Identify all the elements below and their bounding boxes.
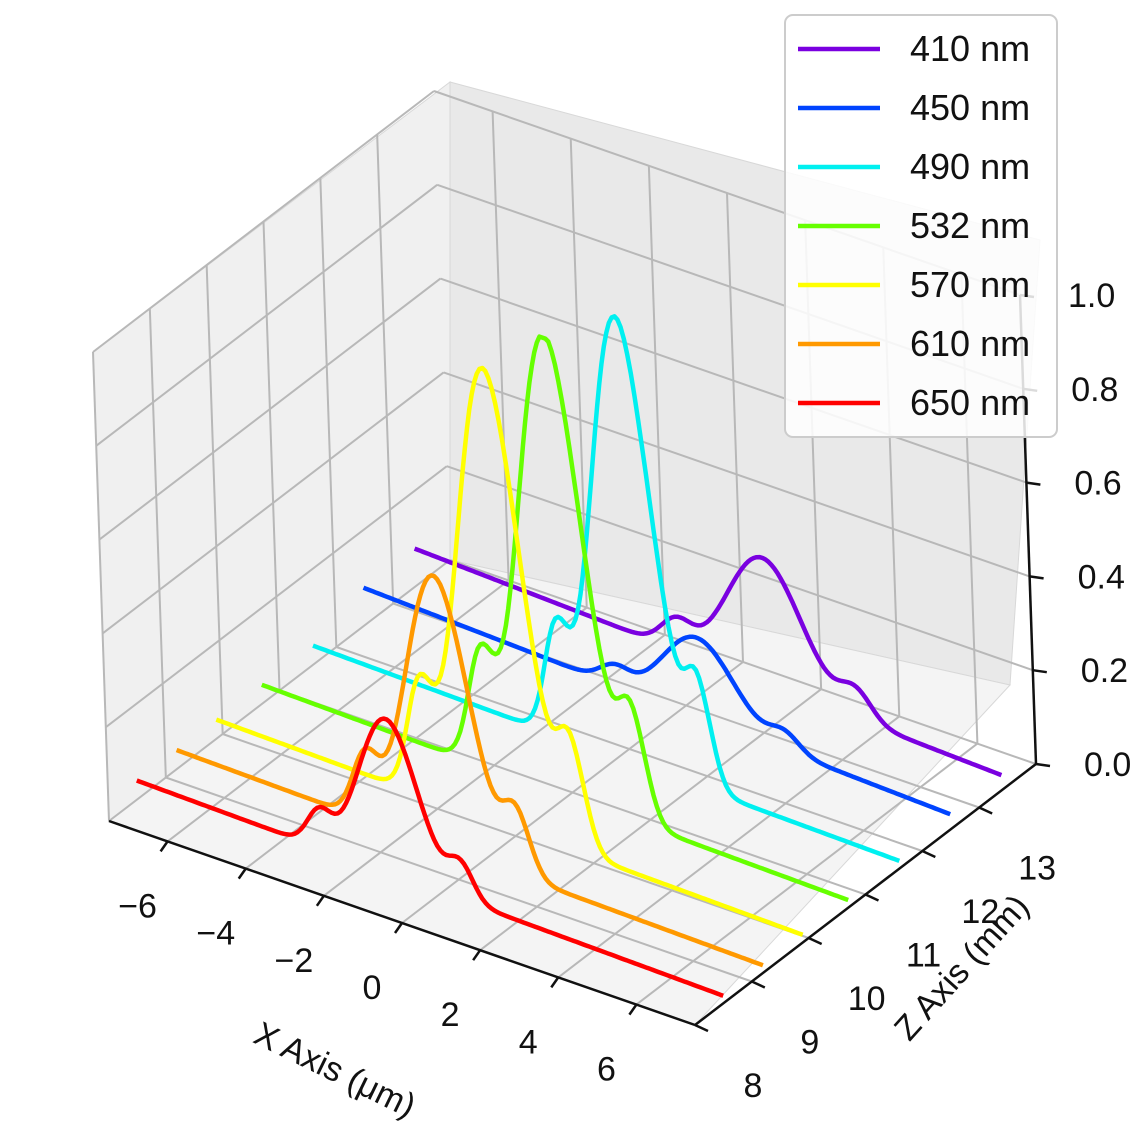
- grid-line-y: [148, 308, 167, 778]
- x-tick-label: 4: [519, 1023, 538, 1061]
- x-tick-label: −2: [274, 942, 313, 980]
- grid-line-y: [319, 177, 338, 648]
- grid-line-z: [101, 371, 445, 635]
- grid-line-y: [336, 646, 923, 852]
- grid-line-y: [376, 134, 395, 604]
- x-tick-label: −4: [196, 915, 235, 953]
- x-tick: [159, 840, 169, 853]
- grid-line-y: [262, 221, 281, 691]
- z-tick-label: 0.8: [1071, 371, 1118, 409]
- y-tick-label: 10: [848, 980, 886, 1018]
- grid-line-z: [440, 277, 1027, 484]
- y-tick: [694, 1023, 709, 1033]
- grid-line-y: [222, 733, 809, 939]
- legend-label: 490 nm: [910, 146, 1030, 187]
- legend-label: 610 nm: [910, 323, 1030, 364]
- legend-label: 410 nm: [910, 28, 1030, 69]
- z-tick: [1032, 668, 1047, 674]
- series-line: [362, 585, 951, 817]
- y-tick: [921, 849, 936, 859]
- grid-line-x: [569, 138, 588, 608]
- series-line: [312, 314, 901, 864]
- x-tick: [550, 976, 560, 989]
- z-tick: [1029, 575, 1044, 580]
- grid-line-z: [95, 184, 438, 447]
- x-tick-label: 2: [441, 996, 460, 1034]
- x-tick-label: 6: [597, 1051, 616, 1089]
- x-tick: [628, 1003, 638, 1016]
- legend-label: 570 nm: [910, 264, 1030, 305]
- legend-label: 450 nm: [910, 87, 1030, 128]
- tick-labels: −6 −4 −2 0 2 4 6 89 10 11 12 13 0.0 0.2 0.4 0.6 0.8 1.0: [118, 277, 1131, 1105]
- legend-label: 650 nm: [910, 382, 1030, 423]
- legend-box: [784, 14, 1058, 438]
- x-axis-label: X Axis (μm): [248, 1015, 421, 1126]
- grid-line-x: [726, 192, 744, 663]
- grid-line-z: [105, 465, 448, 728]
- x-tick: [237, 867, 247, 880]
- z-tick-label: 0.0: [1084, 746, 1131, 784]
- grid-line-z: [443, 371, 1030, 578]
- z-tick-label: 0.2: [1081, 652, 1128, 690]
- series-line: [261, 334, 849, 903]
- grid-line-y: [205, 264, 224, 735]
- z-tick: [1026, 481, 1041, 486]
- y-tick: [864, 893, 880, 902]
- y-tick-label: 12: [961, 893, 999, 931]
- x-tick-label: 0: [363, 969, 382, 1007]
- z-tick-label: 0.6: [1074, 465, 1121, 503]
- grid-line-y: [92, 351, 110, 822]
- grid-line-x: [491, 111, 510, 581]
- grid-line-z: [98, 277, 442, 541]
- y-tick-label: 13: [1018, 850, 1056, 888]
- y-tick: [808, 936, 823, 946]
- y-tick: [751, 980, 766, 989]
- series-line: [175, 573, 764, 968]
- x-tick-label: −6: [118, 887, 157, 925]
- legend: 410 nm 450 nm 490 nm 532 nm 570 nm 610 nm 650 …: [784, 14, 1058, 438]
- x-tick: [472, 949, 482, 961]
- legend-label: 532 nm: [910, 205, 1030, 246]
- grid-line-z: [92, 90, 435, 353]
- z-tick-label: 1.0: [1068, 277, 1115, 315]
- y-tick-label: 11: [906, 937, 941, 975]
- grid-line-z: [449, 559, 1037, 765]
- series-line: [136, 716, 724, 998]
- x-tick: [315, 895, 325, 907]
- grid-line-y: [165, 776, 753, 983]
- y-tick-label: 9: [800, 1024, 819, 1062]
- grid-line-x: [647, 165, 666, 635]
- x-tick: [393, 922, 404, 934]
- z-tick: [1035, 762, 1051, 768]
- data-curves: [136, 314, 1003, 998]
- y-tick-label: 8: [744, 1067, 763, 1105]
- y-tick: [978, 806, 993, 815]
- series-line: [215, 365, 804, 937]
- z-tick-label: 0.4: [1078, 558, 1125, 596]
